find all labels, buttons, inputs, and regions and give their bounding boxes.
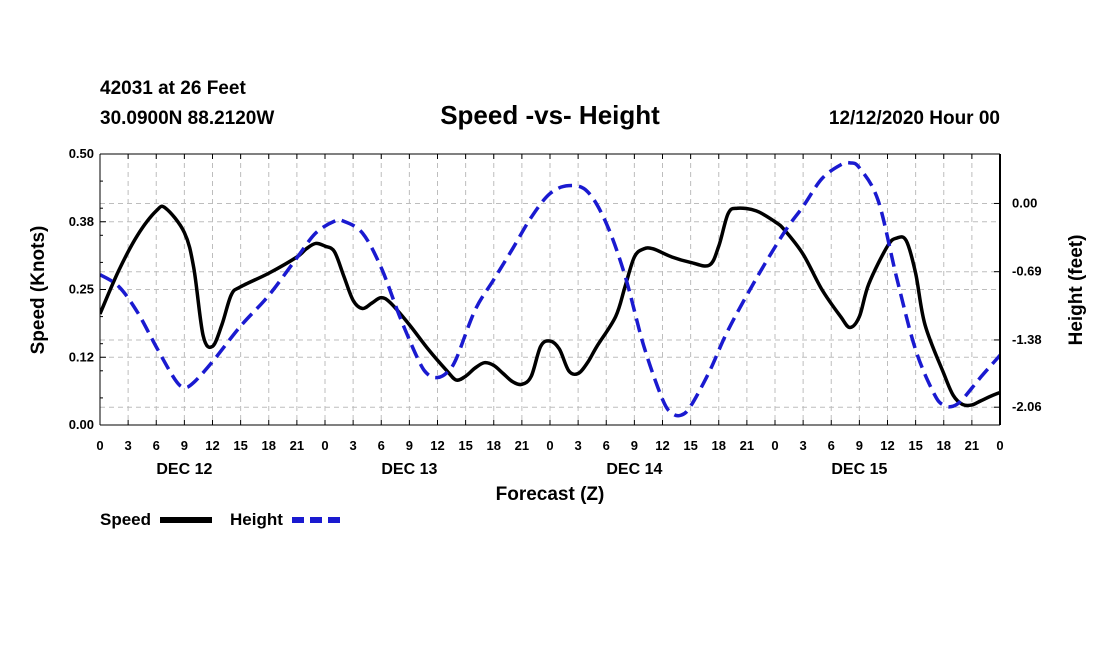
x-tick-label: 3: [575, 438, 582, 453]
y-left-tick-label: 0.00: [69, 417, 94, 432]
x-tick-label: 21: [740, 438, 754, 453]
y-right-tick-label: 0.00: [1012, 195, 1037, 210]
station-position: 30.0900N 88.2120W: [100, 108, 274, 129]
x-tick-label: 15: [908, 438, 922, 453]
x-tick-label: 9: [631, 438, 638, 453]
legend-height-label: Height: [230, 510, 283, 529]
y-left-tick-label: 0.50: [69, 146, 94, 161]
x-tick-label: 9: [856, 438, 863, 453]
y-right-tick-label: -1.38: [1012, 332, 1042, 347]
x-tick-label: 21: [965, 438, 979, 453]
y-left-tick-label: 0.38: [69, 214, 94, 229]
x-tick-label: 15: [458, 438, 472, 453]
x-tick-label: 15: [233, 438, 247, 453]
y-axis-label-right: Height (feet): [1066, 235, 1087, 346]
x-tick-label: 18: [937, 438, 951, 453]
y-left-tick-label: 0.25: [69, 282, 94, 297]
x-tick-label: 12: [880, 438, 894, 453]
legend-speed-label: Speed: [100, 510, 151, 529]
x-tick-label: 0: [546, 438, 553, 453]
y-right-tick-label: -2.06: [1012, 399, 1042, 414]
y-right-tick-label: -0.69: [1012, 264, 1042, 279]
day-label: DEC 14: [606, 461, 662, 478]
forecast-date: 12/12/2020 Hour 00: [829, 108, 1000, 129]
series-layer: [100, 160, 1000, 418]
station-label: 42031 at 26 Feet: [100, 78, 246, 99]
x-tick-label: 21: [290, 438, 304, 453]
x-tick-label: 12: [430, 438, 444, 453]
x-tick-label: 9: [406, 438, 413, 453]
x-tick-label: 0: [321, 438, 328, 453]
x-tick-label: 6: [828, 438, 835, 453]
x-tick-label: 9: [181, 438, 188, 453]
y-left-tick-label: 0.12: [69, 349, 94, 364]
legend: Speed Height: [100, 510, 342, 529]
axis-ticks: 0 3 6 9 12 15 18 21 0 3 6 9 12 15 18 21 0 3 6 9 12 15 18 21 0 3 6 9…: [69, 146, 1042, 478]
x-tick-label: 0: [771, 438, 778, 453]
x-tick-label: 3: [350, 438, 357, 453]
day-label: DEC 12: [156, 461, 212, 478]
height-series-line: [100, 160, 1000, 418]
x-tick-label: 6: [153, 438, 160, 453]
x-tick-label: 15: [683, 438, 697, 453]
x-tick-label: 3: [800, 438, 807, 453]
day-label: DEC 15: [831, 461, 887, 478]
speed-series-line: [100, 204, 1000, 408]
chart-title: Speed -vs- Height: [440, 100, 660, 130]
day-label: DEC 13: [381, 461, 437, 478]
x-axis-label: Forecast (Z): [496, 484, 605, 505]
x-tick-label: 12: [655, 438, 669, 453]
x-tick-label: 18: [712, 438, 726, 453]
x-tick-label: 0: [96, 438, 103, 453]
x-tick-label: 6: [378, 438, 385, 453]
x-tick-label: 21: [515, 438, 529, 453]
y-axis-label-left: Speed (Knots): [28, 226, 49, 355]
x-tick-label: 18: [487, 438, 501, 453]
x-tick-label: 12: [205, 438, 219, 453]
x-tick-label: 6: [603, 438, 610, 453]
x-tick-label: 3: [125, 438, 132, 453]
x-tick-label: 0: [996, 438, 1003, 453]
grid: [100, 154, 1000, 425]
x-tick-label: 18: [262, 438, 276, 453]
